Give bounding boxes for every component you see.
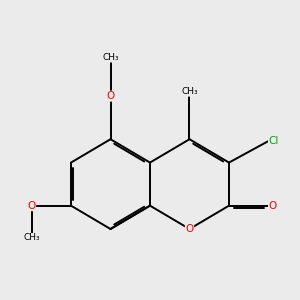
Text: CH₃: CH₃ bbox=[23, 233, 40, 242]
Text: CH₃: CH₃ bbox=[181, 87, 198, 96]
Text: O: O bbox=[27, 201, 36, 211]
Text: O: O bbox=[185, 224, 194, 234]
Text: Cl: Cl bbox=[268, 136, 279, 146]
Text: O: O bbox=[106, 91, 115, 101]
Text: O: O bbox=[268, 201, 277, 211]
Text: CH₃: CH₃ bbox=[102, 53, 119, 62]
